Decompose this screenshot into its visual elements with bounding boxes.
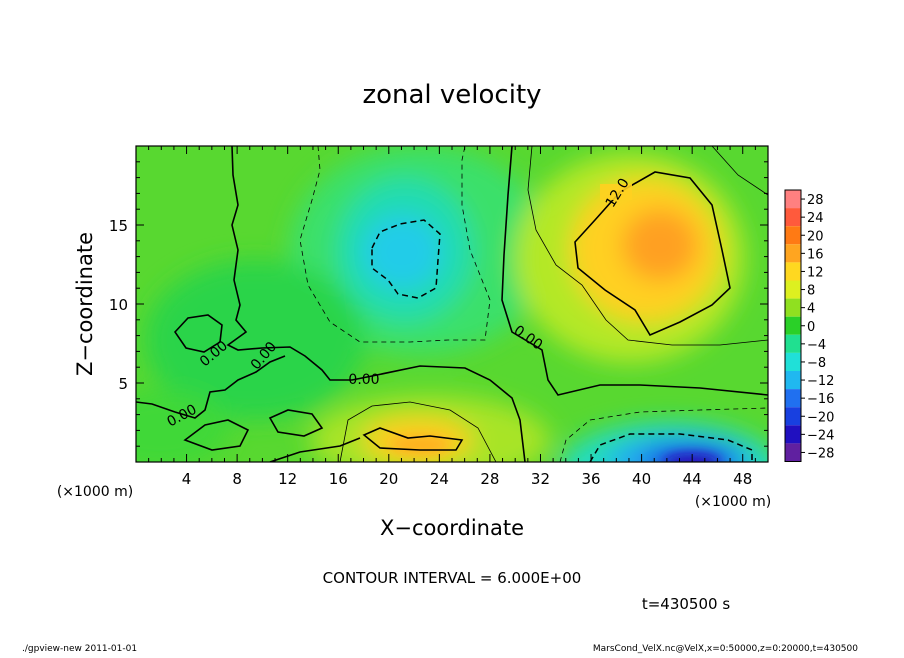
colorbar-label: 20 — [807, 229, 824, 244]
zero-contour-bottom — [269, 437, 361, 462]
plot-area: 12.0 0.00 0.00 0.00 0.00 0.00 — [136, 146, 768, 462]
colorbar-label: −12 — [807, 374, 834, 389]
colorbar: 28 24 20 16 12 8 4 0 −4 −8 −12 −16 −20 −24 −28 — [784, 189, 834, 462]
colorbar-swatch — [785, 244, 801, 263]
positive-6-contour — [527, 146, 768, 346]
colorbar-label: −20 — [807, 410, 834, 425]
footer-left: ./gpview-new 2011-01-01 — [22, 644, 137, 654]
colorbar-label: 24 — [807, 211, 824, 226]
x-tick-label: 32 — [531, 470, 550, 488]
colorbar-label: −8 — [807, 356, 826, 371]
colorbar-swatch — [785, 407, 801, 426]
x-tick-label: 36 — [581, 470, 600, 488]
colorbar-label: 16 — [807, 247, 824, 262]
colorbar-label: 4 — [807, 302, 815, 317]
positive-12-contour-surface — [362, 427, 464, 451]
contour-interval-text: CONTOUR INTERVAL = 6.000E+00 — [323, 569, 582, 587]
x-tick-label: 20 — [379, 470, 398, 488]
colorbar-swatch — [785, 208, 801, 227]
time-text: t=430500 s — [642, 595, 730, 613]
x-tick-label: 4 — [182, 470, 192, 488]
x-tick-label: 40 — [632, 470, 651, 488]
colorbar-swatch — [785, 352, 801, 371]
x-tick-label: 16 — [329, 470, 348, 488]
colorbar-swatch — [785, 334, 801, 353]
colorbar-swatch — [785, 425, 801, 444]
colorbar-swatch — [785, 389, 801, 408]
field-shading — [136, 146, 768, 462]
colorbar-label: −16 — [807, 392, 834, 407]
colorbar-swatch — [785, 298, 801, 317]
colorbar-label: 12 — [807, 265, 824, 280]
y-tick-label: 5 — [118, 375, 128, 393]
x-tick-label: 8 — [232, 470, 242, 488]
x-tick-label: 12 — [278, 470, 297, 488]
y-axis: 5 10 15 — [109, 161, 768, 447]
contour-label: 0.00 — [348, 372, 379, 388]
chart-title: zonal velocity — [362, 80, 541, 110]
zero-contour-island-3 — [183, 419, 250, 451]
contour-lines — [136, 146, 768, 462]
colorbar-label: 28 — [807, 193, 824, 208]
y-tick-label: 15 — [109, 217, 128, 235]
y-axis-label: Z−coordinate — [73, 232, 97, 376]
colorbar-label: −4 — [807, 338, 826, 353]
colorbar-label: 0 — [807, 320, 815, 335]
colorbar-swatch — [785, 443, 801, 462]
negative-6-contour — [299, 146, 491, 343]
x-tick-label: 28 — [480, 470, 499, 488]
x-tick-label: 24 — [430, 470, 449, 488]
zero-contour-island-1 — [173, 314, 223, 353]
colorbar-swatch — [785, 262, 801, 281]
positive-6-contour-surface — [339, 401, 497, 462]
x-axis-unit-right: (×1000 m) — [695, 494, 771, 510]
x-axis: 4 8 12 16 20 24 28 32 36 40 44 48 — [148, 146, 756, 488]
colorbar-swatch — [785, 316, 801, 335]
colorbar-label: 8 — [807, 284, 815, 299]
zero-contour-vertical — [226, 146, 526, 462]
positive-6-contour-2 — [711, 146, 768, 196]
colorbar-swatch — [785, 371, 801, 390]
y-tick-label: 10 — [109, 296, 128, 314]
colorbar-swatch — [785, 280, 801, 299]
negative-12-contour — [371, 219, 441, 299]
zero-contour-island-2 — [268, 409, 324, 437]
x-axis-label: X−coordinate — [380, 516, 524, 540]
negative-12-contour-surface — [589, 433, 753, 462]
footer-right: MarsCond_VelX.nc@VelX,x=0:50000,z=0:2000… — [593, 644, 858, 654]
zero-contour-right — [501, 146, 768, 396]
colorbar-label: −24 — [807, 428, 834, 443]
negative-6-contour-surface — [559, 407, 768, 462]
zero-contour-left — [136, 355, 286, 419]
colorbar-swatch — [785, 226, 801, 245]
colorbar-label: −28 — [807, 446, 834, 461]
colorbar-swatch — [785, 190, 801, 209]
x-tick-label: 44 — [683, 470, 702, 488]
x-tick-label: 48 — [733, 470, 752, 488]
x-axis-unit-left: (×1000 m) — [57, 484, 133, 500]
